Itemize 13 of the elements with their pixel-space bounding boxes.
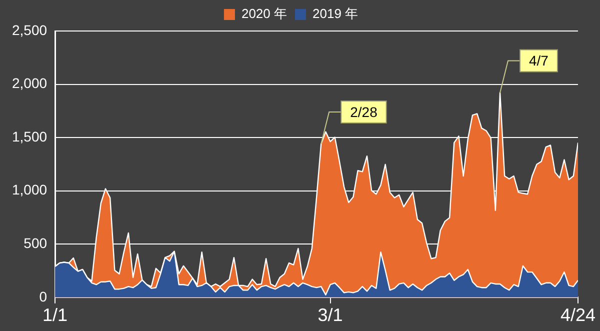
legend-label: 2020 年 — [241, 6, 288, 22]
y-tick-label: 0 — [39, 288, 48, 304]
y-tick-label: 1,500 — [12, 128, 48, 144]
y-tick-label: 2,500 — [12, 22, 48, 38]
legend-label: 2019 年 — [312, 6, 358, 22]
annotation: 2/28 — [350, 104, 378, 120]
x-tick-label: 1/1 — [42, 305, 68, 326]
x-tick-label: 4/24 — [560, 305, 596, 326]
y-tick-label: 2,000 — [12, 75, 48, 92]
x-tick-label: 3/1 — [318, 305, 343, 326]
y-tick-label: 500 — [24, 234, 48, 251]
y-tick-label: 1,000 — [12, 182, 48, 198]
annotation: 4/7 — [529, 52, 549, 69]
